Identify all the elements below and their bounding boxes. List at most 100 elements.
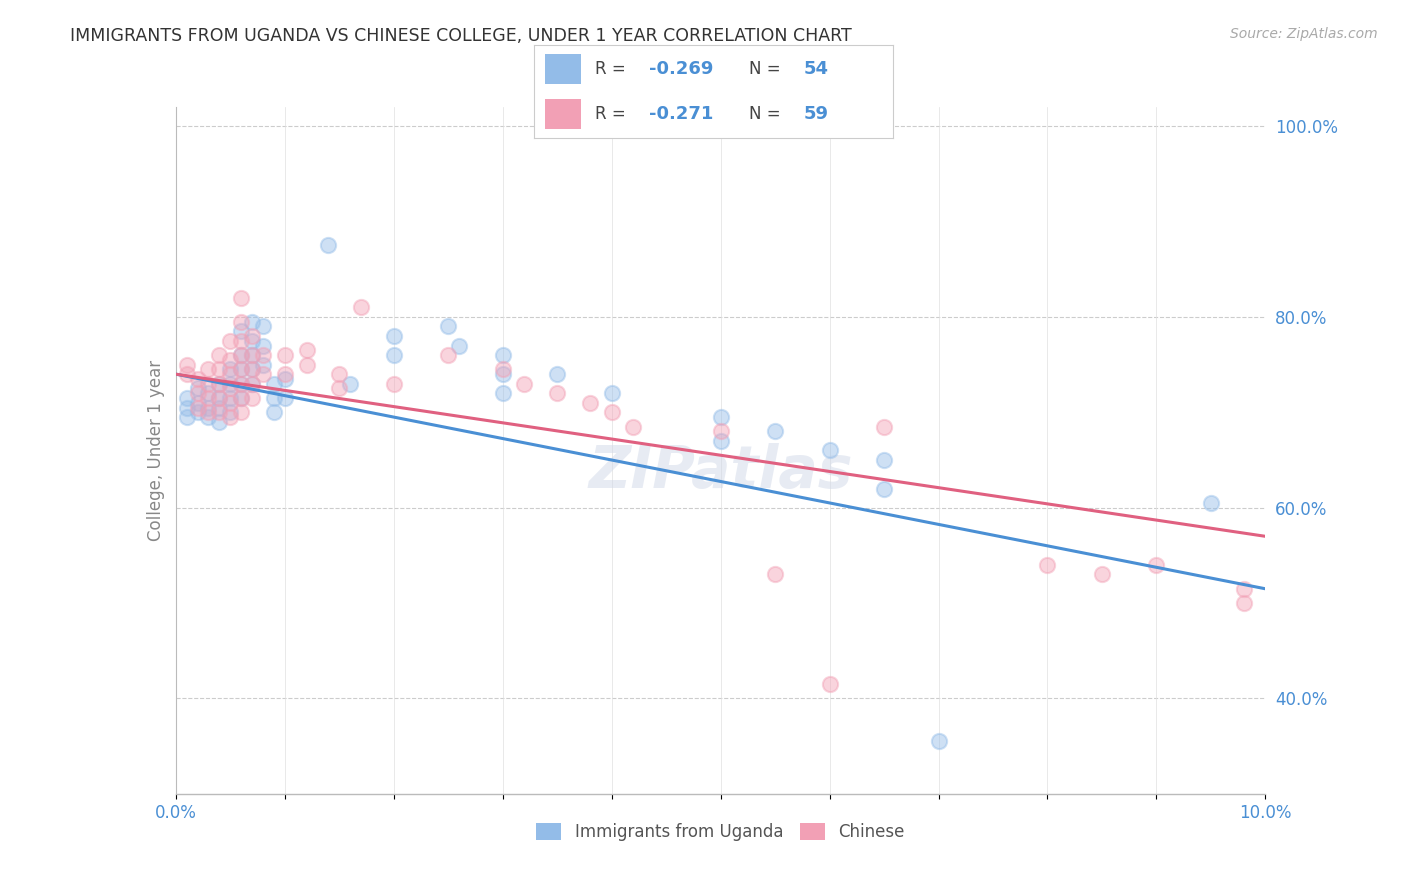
Point — [492, 367, 515, 381]
Point — [208, 391, 231, 405]
Point — [252, 319, 274, 334]
Point — [621, 419, 644, 434]
Point — [186, 372, 209, 386]
Point — [240, 376, 263, 391]
Point — [263, 376, 285, 391]
Point — [546, 386, 568, 401]
Point — [240, 348, 263, 362]
Point — [231, 348, 253, 362]
Point — [208, 376, 231, 391]
Bar — [546, 99, 581, 129]
Point — [1232, 582, 1256, 596]
Point — [231, 348, 253, 362]
Point — [763, 425, 786, 439]
Point — [231, 334, 253, 348]
Point — [208, 362, 231, 376]
Point — [219, 362, 242, 376]
Point — [873, 419, 896, 434]
Point — [240, 315, 263, 329]
Point — [219, 396, 242, 410]
Point — [437, 319, 460, 334]
Point — [492, 348, 515, 362]
Point — [176, 358, 198, 372]
Point — [197, 410, 219, 425]
Point — [186, 381, 209, 395]
Point — [219, 352, 242, 367]
Point — [339, 376, 361, 391]
Point — [208, 348, 231, 362]
Text: -0.269: -0.269 — [650, 60, 713, 78]
Point — [710, 410, 733, 425]
Text: -0.271: -0.271 — [650, 105, 713, 123]
Point — [186, 396, 209, 410]
Text: Source: ZipAtlas.com: Source: ZipAtlas.com — [1230, 27, 1378, 41]
Point — [176, 391, 198, 405]
Text: 54: 54 — [803, 60, 828, 78]
Point — [231, 324, 253, 338]
Point — [318, 238, 340, 252]
Point — [240, 376, 263, 391]
Point — [208, 415, 231, 429]
Point — [350, 301, 373, 315]
Point — [600, 405, 623, 419]
Point — [208, 391, 231, 405]
Point — [240, 329, 263, 343]
Point — [928, 734, 950, 748]
Point — [240, 362, 263, 376]
Point — [176, 401, 198, 415]
Point — [710, 425, 733, 439]
Point — [873, 453, 896, 467]
Point — [1036, 558, 1059, 572]
Point — [274, 372, 297, 386]
Point — [710, 434, 733, 448]
Point — [219, 376, 242, 391]
Legend: Immigrants from Uganda, Chinese: Immigrants from Uganda, Chinese — [530, 816, 911, 847]
Text: IMMIGRANTS FROM UGANDA VS CHINESE COLLEGE, UNDER 1 YEAR CORRELATION CHART: IMMIGRANTS FROM UGANDA VS CHINESE COLLEG… — [70, 27, 852, 45]
Text: R =: R = — [595, 105, 631, 123]
Point — [231, 391, 253, 405]
Point — [447, 338, 470, 352]
Point — [231, 405, 253, 419]
Point — [186, 401, 209, 415]
Point — [197, 405, 219, 419]
Point — [240, 391, 263, 405]
Point — [208, 376, 231, 391]
Point — [231, 376, 253, 391]
Point — [197, 391, 219, 405]
Point — [240, 362, 263, 376]
Point — [546, 367, 568, 381]
Point — [382, 376, 405, 391]
Text: R =: R = — [595, 60, 631, 78]
Point — [263, 405, 285, 419]
Point — [197, 362, 219, 376]
Point — [382, 348, 405, 362]
Point — [274, 348, 297, 362]
Point — [600, 386, 623, 401]
Point — [492, 386, 515, 401]
Point — [231, 362, 253, 376]
Point — [219, 381, 242, 395]
Point — [492, 362, 515, 376]
Point — [231, 291, 253, 305]
Point — [219, 410, 242, 425]
Point — [208, 401, 231, 415]
Point — [274, 367, 297, 381]
Point — [579, 396, 602, 410]
Point — [274, 391, 297, 405]
Point — [295, 343, 318, 358]
Point — [197, 401, 219, 415]
Point — [763, 567, 786, 582]
Bar — [546, 54, 581, 84]
Text: ZIPatlas: ZIPatlas — [588, 442, 853, 500]
Text: N =: N = — [749, 105, 786, 123]
Point — [208, 405, 231, 419]
Point — [513, 376, 536, 391]
Point — [818, 677, 841, 691]
Point — [252, 367, 274, 381]
Point — [231, 315, 253, 329]
Point — [219, 391, 242, 405]
Point — [240, 348, 263, 362]
Point — [219, 367, 242, 381]
Point — [1144, 558, 1167, 572]
Point — [873, 482, 896, 496]
